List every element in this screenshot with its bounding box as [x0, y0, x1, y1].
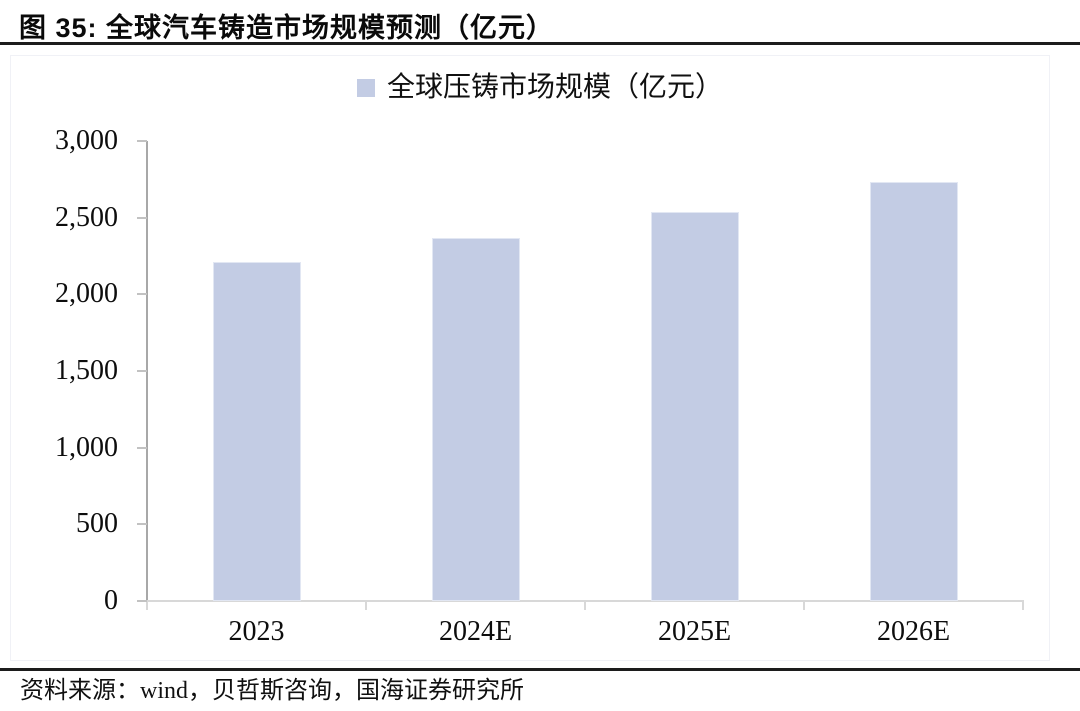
x-axis-line — [146, 600, 1024, 602]
y-axis-label: 2,500 — [55, 201, 118, 233]
x-axis-tick — [803, 602, 805, 610]
y-axis-label: 3,000 — [55, 125, 118, 156]
bottom-divider-line — [0, 668, 1080, 671]
x-axis-label: 2025E — [657, 616, 732, 647]
y-axis-tick — [137, 600, 147, 602]
bar-2026E — [869, 182, 958, 601]
bar-2025E — [650, 211, 739, 601]
x-axis-tick — [1022, 602, 1024, 610]
y-axis-tick — [137, 216, 147, 219]
y-axis-tick — [137, 370, 147, 372]
chart-legend: 全球压铸市场规模（亿元） — [0, 72, 1080, 104]
x-axis-label: 2023 — [228, 616, 285, 647]
x-axis-tick — [365, 602, 367, 610]
bar-2023 — [212, 262, 301, 601]
y-axis-label: 0 — [104, 585, 118, 616]
y-axis-label: 1,000 — [55, 431, 118, 463]
data-source-text: 资料来源：wind，贝哲斯咨询，国海证券研究所 — [20, 678, 524, 704]
x-axis-label: 2026E — [876, 616, 951, 647]
y-axis-line — [146, 141, 148, 609]
figure-title: 图 35: 全球汽车铸造市场规模预测（亿元） — [19, 13, 555, 43]
y-axis-label: 500 — [76, 508, 118, 540]
legend-label: 全球压铸市场规模（亿元） — [386, 72, 723, 103]
y-axis-tick — [137, 140, 147, 142]
x-axis-tick — [146, 602, 148, 610]
y-axis-tick — [137, 446, 147, 449]
plot-area: 0 500 1,000 1,500 2,000 2,500 3,000 2023 2024E 20… — [55, 126, 1024, 647]
x-axis-tick — [584, 602, 586, 610]
bar-2024E — [431, 237, 520, 601]
y-axis-tick — [137, 523, 147, 526]
top-divider-line — [0, 42, 1080, 45]
x-axis-label: 2024E — [438, 616, 513, 647]
y-axis-tick — [137, 293, 147, 296]
y-axis-label: 1,500 — [55, 355, 118, 386]
legend-swatch-icon — [356, 79, 375, 97]
y-axis-label: 2,000 — [55, 278, 118, 310]
